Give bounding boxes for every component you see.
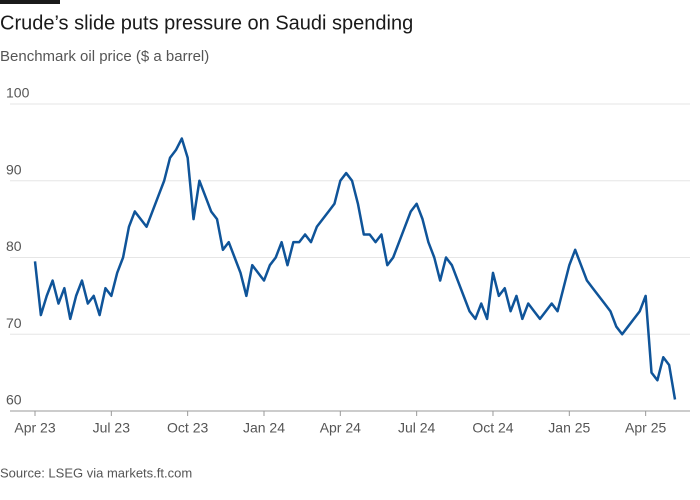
x-tick-label: Jan 25 (548, 420, 590, 436)
brand-bar (0, 0, 60, 4)
chart-subtitle: Benchmark oil price ($ a barrel) (0, 48, 209, 65)
x-tick-label: Apr 25 (625, 420, 666, 436)
x-tick-label: Apr 23 (14, 420, 55, 436)
x-tick-label: Oct 24 (472, 420, 513, 436)
y-tick-label: 60 (6, 392, 22, 408)
y-tick-label: 70 (6, 315, 22, 331)
y-tick-label: 90 (6, 161, 22, 177)
source: Source: LSEG via markets.ft.com (0, 465, 192, 480)
chart-title: Crude’s slide puts pressure on Saudi spe… (0, 12, 413, 34)
price-line (33, 137, 677, 400)
x-tick-label: Jan 24 (243, 420, 285, 436)
x-tick-label: Oct 23 (167, 420, 208, 436)
x-tick-label: Jul 23 (93, 420, 131, 436)
x-tick-label: Jul 24 (398, 420, 436, 436)
x-tick-label: Apr 24 (320, 420, 361, 436)
y-tick-label: 100 (6, 85, 30, 101)
y-tick-label: 80 (6, 238, 22, 254)
